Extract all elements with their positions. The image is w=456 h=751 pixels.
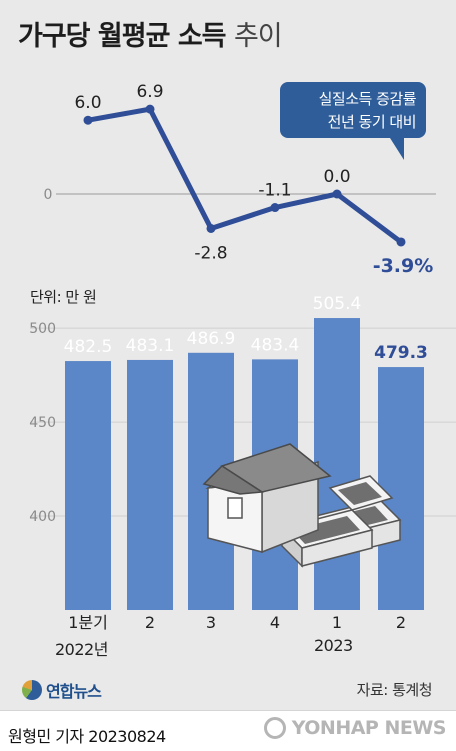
footer-bar: 원형민 기자 20230824 YONHAP NEWS (0, 710, 456, 751)
bar (65, 361, 111, 610)
bar-category-label: 4 (270, 613, 280, 632)
line-point (83, 115, 93, 125)
line-point (270, 203, 280, 213)
house-money-illustration (202, 443, 402, 568)
bar-data-label: 505.4 (313, 294, 362, 314)
watermark-text: YONHAP NEWS (291, 717, 447, 739)
bar-ytick-label: 450 (29, 415, 56, 431)
callout-line-2: 전년 동기 대비 (327, 113, 417, 131)
line-point-label: 6.9 (136, 82, 163, 102)
chart-canvas: 500 450 400 482.5 1분기 483.1 2 486.9 3 483.4 4 505.4… (29, 82, 456, 632)
bar-category-label: 1분기 (68, 613, 108, 632)
bar-category-label: 3 (206, 613, 216, 632)
period-label-2022: 2022년 (55, 640, 108, 659)
bar-data-label: 486.9 (187, 329, 236, 349)
bar (378, 367, 424, 610)
callout-line-1: 실질소득 증감률 (318, 90, 417, 108)
watermark-icon (263, 717, 286, 739)
line-point-label: -1.1 (258, 181, 291, 201)
bar-category-label: 2 (145, 613, 155, 632)
line-point (332, 189, 342, 199)
logo-text: 연합뉴스 (46, 682, 102, 701)
bar-ytick-label: 500 (29, 321, 56, 337)
line-series (85, 106, 404, 245)
bar-category-label: 1 (332, 613, 342, 632)
line-zero-tick: 0 (44, 187, 53, 203)
title-bold: 가구당 월평균 소득 (18, 21, 227, 52)
line-point (206, 223, 216, 233)
period-label-2023: 2023 (314, 636, 353, 655)
yonhap-logo: 연합뉴스 (22, 678, 102, 702)
bar-chart: 500 450 400 482.5 1분기 483.1 2 486.9 3 483.4 4 505.4… (29, 294, 456, 632)
yonhap-logo-icon (22, 680, 42, 700)
bar (127, 359, 173, 610)
line-point-label: 6.0 (74, 93, 101, 113)
bar-data-label: 483.1 (126, 336, 175, 356)
title-light: 추이 (233, 21, 283, 52)
bar-category-label: 2 (396, 613, 406, 632)
line-point (396, 237, 406, 247)
bar-data-label: 482.5 (64, 337, 113, 357)
source-label: 자료: 통계청 (356, 681, 433, 699)
unit-label: 단위: 만 원 (30, 288, 97, 306)
callout-box: 실질소득 증감률 전년 동기 대비 (280, 82, 426, 160)
bar-data-label: 479.3 (374, 343, 428, 363)
yonhap-watermark: YONHAP NEWS (263, 717, 447, 739)
line-point-label: -2.8 (194, 243, 227, 263)
bar-data-label: 483.4 (251, 335, 300, 355)
line-point-label: -3.9% (373, 255, 434, 277)
cash-stack-icon (280, 475, 402, 568)
house-icon (202, 443, 332, 554)
bar-ytick-label: 400 (29, 509, 56, 525)
chart-title: 가구당 월평균 소득 추이 (18, 14, 283, 53)
line-chart: 0 6.0 6.9 -2.8 -1.1 0.0 -3.9% (44, 82, 436, 277)
reporter-credit: 원형민 기자 20230824 (8, 727, 166, 746)
line-point-label: 0.0 (323, 167, 350, 187)
bar (314, 318, 360, 610)
line-point (145, 104, 155, 114)
